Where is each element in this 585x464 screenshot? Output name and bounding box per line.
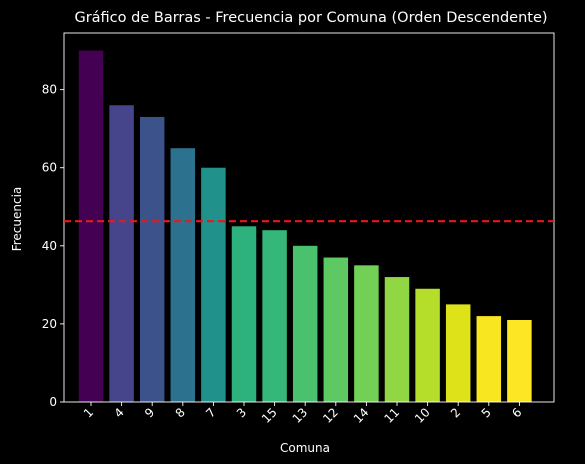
bar-15 bbox=[262, 230, 287, 402]
y-tick-label: 0 bbox=[49, 395, 57, 409]
y-tick-label: 80 bbox=[42, 83, 57, 97]
chart-title: Gráfico de Barras - Frecuencia por Comun… bbox=[74, 10, 547, 26]
bar-9 bbox=[140, 117, 165, 402]
y-tick-label: 40 bbox=[42, 239, 57, 253]
bar-3 bbox=[232, 226, 257, 402]
x-axis-label: Comuna bbox=[280, 441, 330, 455]
bar-6 bbox=[507, 320, 532, 402]
y-tick-label: 60 bbox=[42, 161, 57, 175]
bar-12 bbox=[324, 258, 349, 402]
bar-7 bbox=[201, 168, 226, 402]
bar-10 bbox=[415, 289, 440, 402]
bar-5 bbox=[477, 316, 502, 402]
y-tick-label: 20 bbox=[42, 317, 57, 331]
bar-8 bbox=[171, 148, 196, 402]
bar-13 bbox=[293, 246, 318, 402]
bar-2 bbox=[446, 304, 471, 402]
bar-4 bbox=[109, 105, 134, 402]
bar-1 bbox=[79, 51, 104, 402]
bar-11 bbox=[385, 277, 410, 402]
bar-14 bbox=[354, 265, 379, 402]
y-axis-label: Frecuencia bbox=[10, 187, 24, 252]
